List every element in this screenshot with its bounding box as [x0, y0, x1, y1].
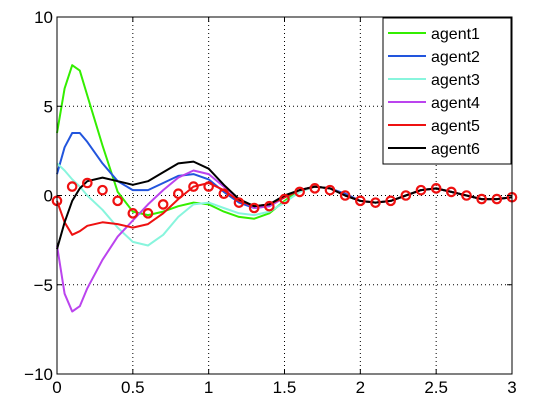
- data-point: [264, 200, 275, 212]
- legend-label: agent5: [431, 118, 480, 135]
- data-point: [294, 186, 305, 198]
- legend-label: agent3: [431, 72, 480, 89]
- y-tick-label: −5: [34, 276, 53, 295]
- x-tick-label: 2.5: [424, 378, 448, 397]
- data-point: [446, 186, 457, 198]
- marker-series: [51, 177, 518, 219]
- data-point: [370, 197, 381, 208]
- x-tick-label: 0.5: [121, 378, 145, 397]
- data-point: [127, 208, 139, 219]
- data-point: [218, 188, 230, 200]
- data-point: [491, 193, 503, 205]
- data-point: [385, 195, 396, 207]
- y-tick-label: 10: [34, 8, 53, 27]
- x-tick-label: 3: [507, 378, 516, 397]
- data-point: [66, 181, 78, 192]
- y-tick-label: 0: [44, 187, 53, 206]
- data-point: [248, 202, 260, 214]
- data-point: [309, 183, 321, 194]
- data-point: [279, 193, 290, 205]
- data-point: [82, 177, 93, 189]
- data-point: [203, 181, 214, 192]
- y-tick-label: 5: [44, 97, 53, 116]
- legend-label: agent4: [431, 95, 480, 112]
- data-point: [339, 190, 351, 201]
- data-point: [415, 184, 427, 196]
- data-point: [400, 190, 412, 201]
- data-point: [324, 184, 336, 196]
- x-tick-label: 2: [356, 378, 365, 397]
- legend-label: agent1: [431, 26, 480, 43]
- data-point: [355, 195, 366, 207]
- legend: agent1 agent2 agent3 agent4 agent5 agent6: [382, 17, 512, 165]
- x-tick-label: 0: [52, 378, 61, 397]
- data-point: [173, 188, 184, 200]
- y-tick-label: −10: [24, 365, 53, 384]
- data-point: [233, 197, 245, 208]
- data-point: [112, 195, 123, 207]
- x-tick-label: 1.5: [273, 378, 297, 397]
- legend-box: [382, 17, 512, 165]
- data-point: [142, 208, 154, 219]
- data-point: [97, 184, 108, 196]
- data-point: [157, 199, 169, 210]
- data-point: [430, 183, 442, 194]
- data-point: [476, 193, 487, 205]
- legend-label: agent6: [431, 141, 480, 158]
- data-point: [188, 181, 199, 192]
- x-tick-label: 1: [204, 378, 213, 397]
- legend-label: agent2: [431, 49, 480, 66]
- data-point: [461, 190, 472, 201]
